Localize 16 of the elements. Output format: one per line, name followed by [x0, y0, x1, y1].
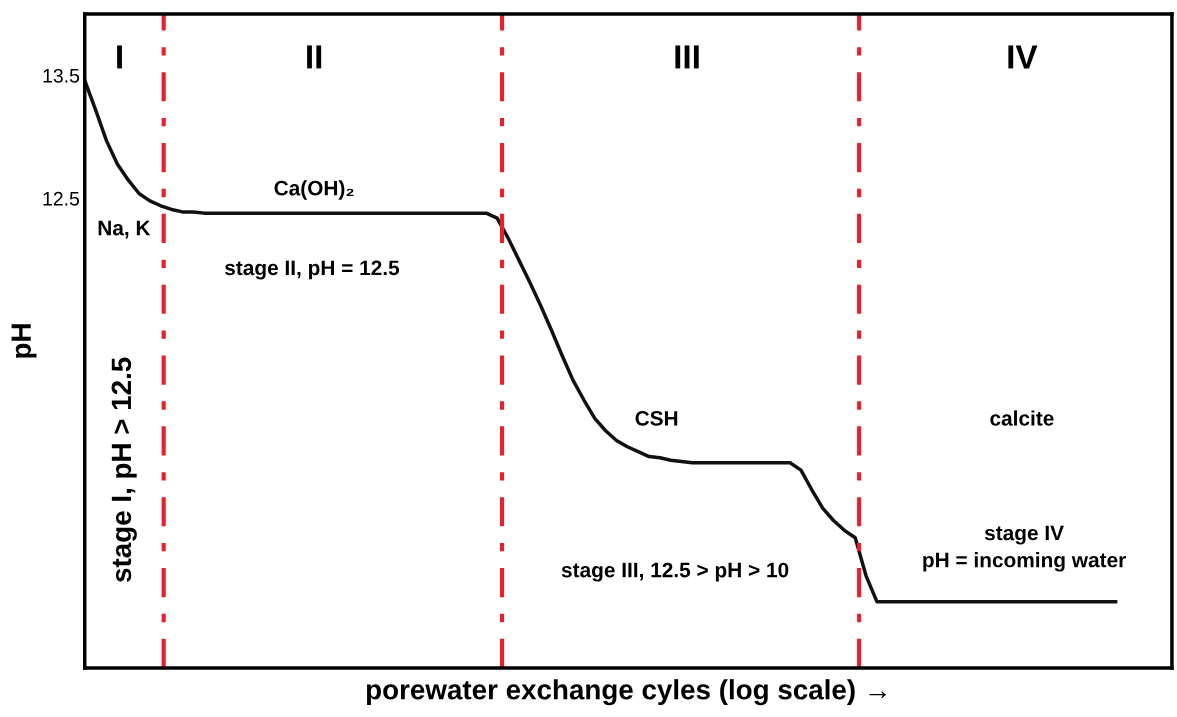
annotation: stage IV pH = incoming water	[923, 525, 1126, 572]
annotation: IV	[1008, 45, 1038, 69]
annotation: stage III, 12.5 > pH > 10	[561, 562, 789, 582]
annotation: Ca(OH)₂	[274, 180, 354, 200]
annotation: calcite	[990, 410, 1054, 426]
annotation: CSH	[635, 410, 678, 426]
y-tick-label: 13.5	[43, 68, 80, 83]
annotation: II	[307, 45, 322, 69]
y-axis-title: pH	[11, 324, 37, 358]
annotation: stage I, pH > 12.5	[111, 357, 137, 582]
x-axis-title: porewater exchange cyles (log scale) →	[366, 679, 886, 706]
annotation: III	[675, 45, 699, 69]
annotation: I	[117, 45, 122, 69]
annotation: Na, K	[98, 220, 151, 239]
annotation: stage II, pH = 12.5	[224, 260, 400, 280]
y-tick-label: 12.5	[43, 191, 80, 206]
